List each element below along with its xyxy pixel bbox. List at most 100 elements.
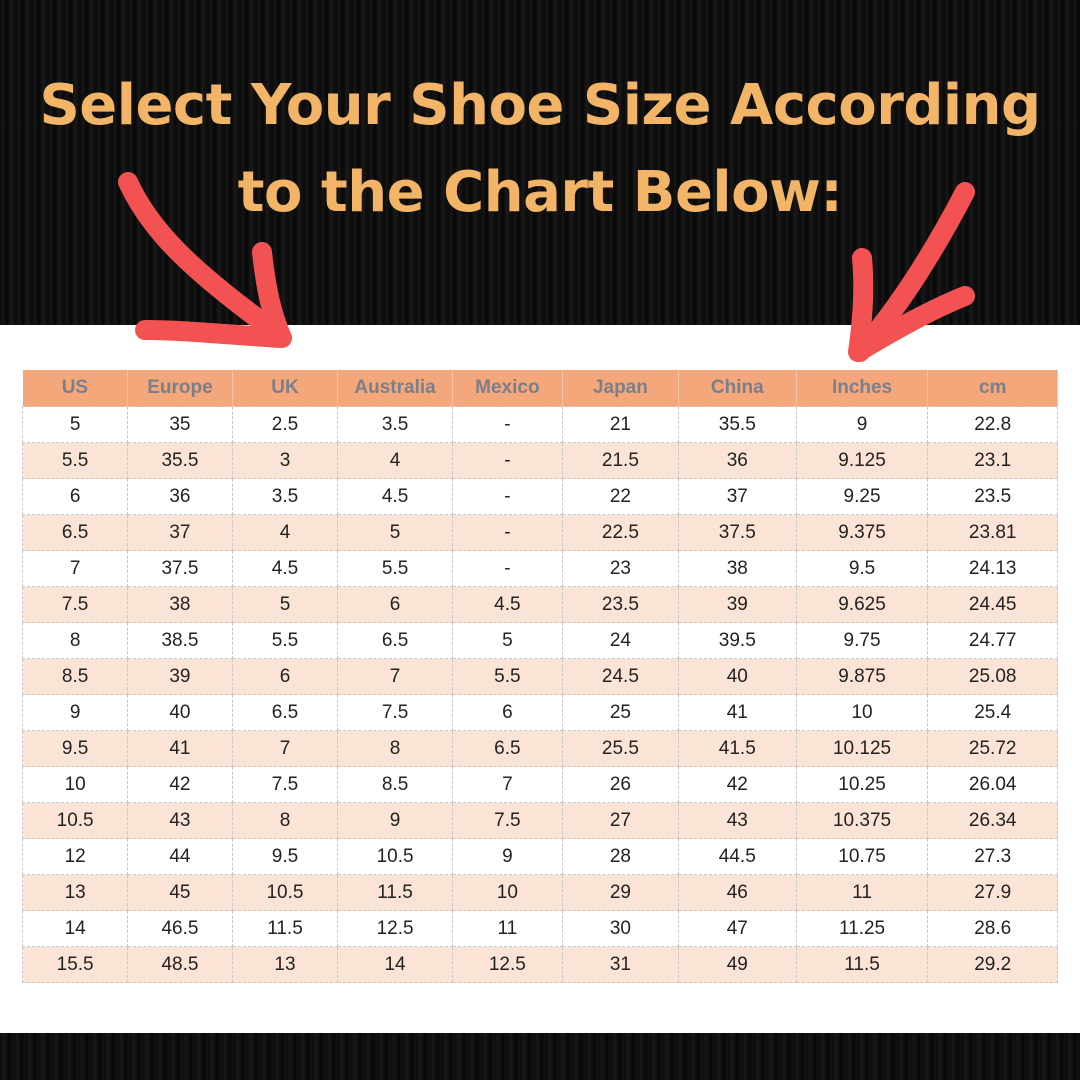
table-row: 10.5 43 8 9 7.5 27 43 10.375 26.34: [21, 802, 1058, 839]
table-cell: 6: [21, 478, 129, 515]
table-cell: 9.75: [795, 622, 929, 659]
table-cell: 7: [21, 550, 129, 587]
table-cell: 5.5: [337, 550, 453, 587]
table-cell: 25: [561, 694, 679, 731]
table-cell: 6: [231, 658, 339, 695]
table-cell: 9: [451, 838, 563, 875]
table-cell: 8: [21, 622, 129, 659]
table-cell: 24: [561, 622, 679, 659]
table-row: 5 35 2.5 3.5-21 35.5 9 22.8: [21, 406, 1058, 443]
table-cell: -: [451, 478, 563, 515]
table-cell: 12: [21, 838, 129, 875]
table-cell: 46: [677, 874, 797, 911]
table-cell: 6.5: [21, 514, 129, 551]
table-cell: 9.5: [795, 550, 929, 587]
table-row: 8.5 39 6 7 5.5 24.5 40 9.875 25.08: [21, 658, 1058, 695]
dark-wood-footer: [0, 1033, 1080, 1080]
table-cell: 7.5: [337, 694, 453, 731]
table-cell: 35.5: [127, 442, 233, 479]
table-cell: 5: [231, 586, 339, 623]
table-cell: 27.3: [927, 838, 1058, 875]
table-cell: 8.5: [337, 766, 453, 803]
table-row: 14 46.5 11.5 12.5 11 30 47 11.25 28.6: [21, 910, 1058, 947]
table-cell: 10.75: [795, 838, 929, 875]
table-cell: 28: [561, 838, 679, 875]
table-cell: 26: [561, 766, 679, 803]
table-header-row: US Europe UK Australia Mexico Japan China Inche…: [22, 370, 1058, 407]
table-cell: 7.5: [231, 766, 339, 803]
table-cell: 31: [561, 946, 679, 983]
table-cell: 10.5: [337, 838, 453, 875]
table-cell: 9: [795, 406, 929, 443]
table-cell: 9.125: [795, 442, 929, 479]
table-cell: 24.45: [927, 586, 1058, 623]
table-cell: 23.5: [561, 586, 679, 623]
table-cell: 45: [127, 874, 233, 911]
table-cell: 7: [451, 766, 563, 803]
table-cell: 9.5: [231, 838, 339, 875]
table-cell: 36: [677, 442, 797, 479]
table-cell: 38: [677, 550, 797, 587]
table-cell: 13: [21, 874, 129, 911]
table-cell: 41: [677, 694, 797, 731]
table-cell: 4.5: [337, 478, 453, 515]
headline: Select Your Shoe Size According to the C…: [0, 62, 1080, 236]
table-cell: 10: [451, 874, 563, 911]
table-cell: 46.5: [127, 910, 233, 947]
table-row: 9 40 6.5 7.5 6 25 41 10 25.4: [21, 694, 1058, 731]
table-cell: 24.5: [561, 658, 679, 695]
table-cell: 44: [127, 838, 233, 875]
table-cell: 11.5: [337, 874, 453, 911]
table-cell: 4: [231, 514, 339, 551]
column-header: US: [22, 370, 129, 407]
table-cell: 24.77: [927, 622, 1058, 659]
table-cell: 23.1: [927, 442, 1058, 479]
table-cell: 8: [231, 802, 339, 839]
table-cell: 37.5: [677, 514, 797, 551]
table-row: 15.5 48.5 13 14 12.5 31 49 11.5 29.2: [21, 946, 1058, 983]
table-cell: 24.13: [927, 550, 1058, 587]
table-cell: 9: [21, 694, 129, 731]
table-cell: 27.9: [927, 874, 1058, 911]
table-cell: 37: [677, 478, 797, 515]
table-cell: 38: [127, 586, 233, 623]
table-cell: -: [451, 406, 563, 443]
table-cell: 26.34: [927, 802, 1058, 839]
table-cell: 3.5: [337, 406, 453, 443]
table-cell: 42: [677, 766, 797, 803]
table-cell: 23.81: [927, 514, 1058, 551]
table-cell: 8: [337, 730, 453, 767]
table-cell: 6.5: [231, 694, 339, 731]
column-header: Australia: [337, 370, 453, 407]
table-cell: 6.5: [451, 730, 563, 767]
column-header: UK: [232, 370, 339, 407]
table-cell: 9.25: [795, 478, 929, 515]
column-header: cm: [927, 370, 1058, 407]
table-cell: 9.875: [795, 658, 929, 695]
table-cell: 39.5: [677, 622, 797, 659]
table-cell: 28.6: [927, 910, 1058, 947]
table-cell: 47: [677, 910, 797, 947]
table-cell: 35.5: [677, 406, 797, 443]
table-cell: 3: [231, 442, 339, 479]
table-cell: 12.5: [337, 910, 453, 947]
table-cell: 7.5: [451, 802, 563, 839]
table-cell: 6: [451, 694, 563, 731]
table-row: 7 37.5 4.5 5.5-23 38 9.5 24.13: [21, 550, 1058, 587]
table-cell: 7: [231, 730, 339, 767]
table-cell: 41: [127, 730, 233, 767]
table-cell: 10.5: [21, 802, 129, 839]
table-cell: 5: [451, 622, 563, 659]
table-cell: 9.625: [795, 586, 929, 623]
table-cell: 25.72: [927, 730, 1058, 767]
column-header: Inches: [796, 370, 929, 407]
table-cell: 48.5: [127, 946, 233, 983]
column-header: Europe: [127, 370, 233, 407]
table-cell: 3.5: [231, 478, 339, 515]
table-cell: 5.5: [21, 442, 129, 479]
table-cell: 14: [21, 910, 129, 947]
table-cell: 40: [677, 658, 797, 695]
table-cell: 42: [127, 766, 233, 803]
table-cell: 10: [795, 694, 929, 731]
table-cell: 11.5: [231, 910, 339, 947]
